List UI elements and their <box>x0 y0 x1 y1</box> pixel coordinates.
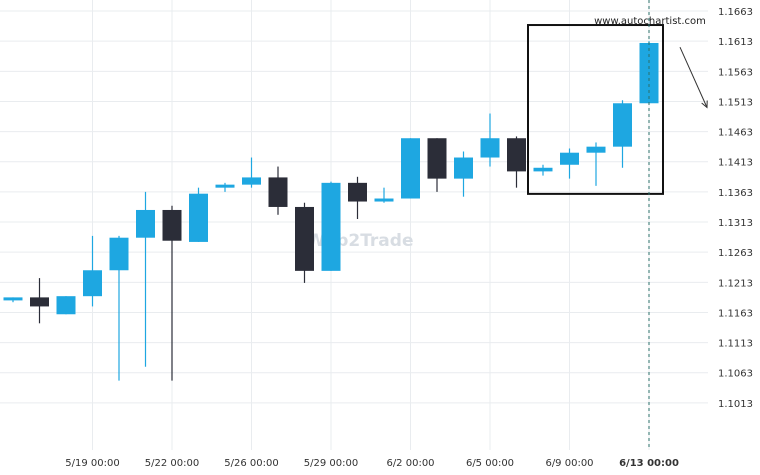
candle-body <box>560 152 579 165</box>
x-tick-label: 5/22 00:00 <box>145 458 199 469</box>
candle <box>56 296 76 315</box>
y-tick-label: 1.1563 <box>718 67 753 78</box>
candle <box>30 278 49 324</box>
x-tick-label: 6/5 00:00 <box>466 458 514 469</box>
y-tick-label: 1.1413 <box>718 158 753 169</box>
candle <box>427 138 447 192</box>
y-tick-label: 1.1463 <box>718 128 753 139</box>
x-tick-label: 6/13 00:00 <box>619 458 679 469</box>
candle-body <box>242 177 261 185</box>
candle-body <box>507 138 526 172</box>
candle-body <box>189 193 208 242</box>
candle <box>136 191 155 367</box>
y-tick-label: 1.1663 <box>718 7 753 18</box>
candle <box>83 235 102 307</box>
x-tick-label: 5/26 00:00 <box>224 458 278 469</box>
y-tick-label: 1.1613 <box>718 37 753 48</box>
candle <box>586 142 606 186</box>
candles <box>3 41 659 381</box>
candle-body <box>268 177 288 207</box>
y-tick-label: 1.1013 <box>718 399 753 410</box>
x-tick-label: 6/9 00:00 <box>545 458 593 469</box>
candle-body <box>480 138 500 158</box>
candle-body <box>162 209 182 241</box>
candle-body <box>83 270 102 297</box>
grid-lines <box>0 0 708 450</box>
arrow-head <box>701 100 708 109</box>
candle <box>560 148 579 179</box>
candle <box>3 297 23 303</box>
candle-body <box>30 297 49 307</box>
candle <box>401 138 420 199</box>
candle-body <box>321 182 341 271</box>
candle-body <box>56 296 76 315</box>
y-tick-label: 1.1063 <box>718 369 753 380</box>
x-axis: 5/19 00:00 5/22 00:00 5/26 00:00 5/29 00:00… <box>65 458 679 469</box>
candle-body <box>109 237 129 271</box>
y-tick-label: 1.1213 <box>718 278 753 289</box>
candle-body <box>427 138 447 179</box>
candle-body <box>136 209 155 238</box>
pattern-overlay <box>527 0 708 450</box>
candle <box>268 166 288 215</box>
candle <box>162 205 182 381</box>
arrow-line <box>679 46 708 108</box>
candle <box>533 164 553 176</box>
candle-body <box>374 198 394 202</box>
candle-body <box>3 297 23 301</box>
y-tick-label: 1.1113 <box>718 339 753 350</box>
candle <box>480 113 500 167</box>
candle <box>348 176 367 220</box>
candle-body <box>295 206 314 271</box>
candle-body <box>586 146 606 153</box>
candle-body <box>401 138 420 199</box>
y-tick-label: 1.1363 <box>718 188 753 199</box>
y-axis: 1.1663 1.1613 1.1563 1.1513 1.1463 1.1413 1.13… <box>718 7 753 410</box>
x-tick-label: 5/19 00:00 <box>65 458 119 469</box>
candle <box>507 136 526 188</box>
highlight-box <box>527 24 664 195</box>
candle-body <box>348 182 367 202</box>
x-tick-label: 5/29 00:00 <box>304 458 358 469</box>
candle <box>613 100 632 168</box>
candle <box>215 182 235 192</box>
candle <box>454 151 473 197</box>
y-tick-label: 1.1513 <box>718 97 753 108</box>
candle <box>374 187 394 203</box>
y-tick-label: 1.1263 <box>718 248 753 259</box>
candle-body <box>613 103 632 147</box>
candle-body <box>533 167 553 172</box>
candle <box>189 187 208 242</box>
candle <box>109 235 129 381</box>
candle-body <box>215 184 235 188</box>
candle <box>242 157 261 188</box>
y-tick-label: 1.1163 <box>718 308 753 319</box>
y-tick-label: 1.1313 <box>718 218 753 229</box>
site-label: www.autochartist.com <box>594 16 706 27</box>
x-tick-label: 6/2 00:00 <box>386 458 434 469</box>
candle-body <box>454 157 473 179</box>
candle <box>321 181 341 271</box>
candle <box>295 202 314 283</box>
